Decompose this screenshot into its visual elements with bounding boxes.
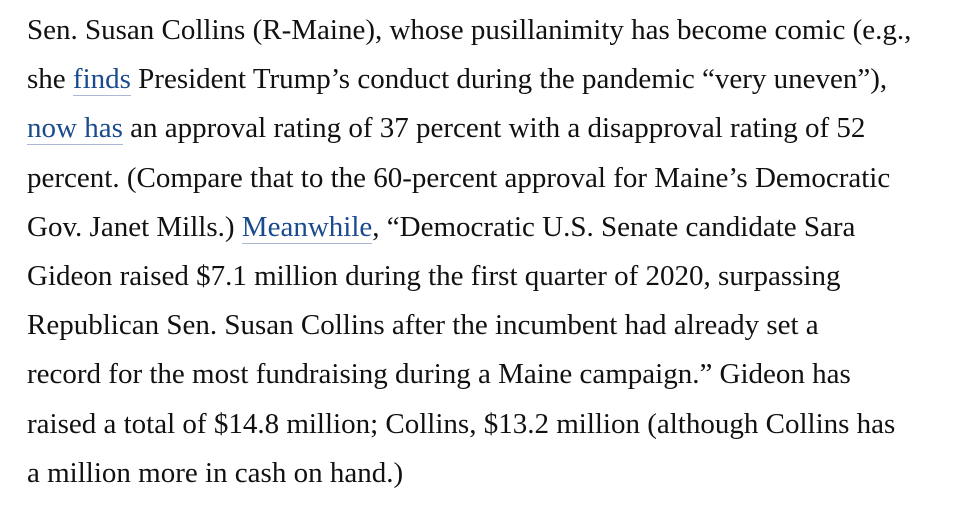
text-segment: record for the most fundraising during a… bbox=[27, 358, 851, 391]
text-line: raised a total of $14.8 million; Collins… bbox=[27, 400, 967, 449]
text-segment: Republican Sen. Susan Collins after the … bbox=[27, 309, 819, 342]
text-line: Gideon raised $7.1 million during the fi… bbox=[27, 252, 967, 301]
text-line: percent. (Compare that to the 60-percent… bbox=[27, 154, 967, 203]
text-segment: President Trump’s conduct during the pan… bbox=[130, 63, 888, 96]
article-paragraph: Sen. Susan Collins (R-Maine), whose pusi… bbox=[27, 0, 967, 498]
text-segment: percent. (Compare that to the 60-percent… bbox=[27, 161, 891, 194]
text-segment: a million more in cash on hand.) bbox=[27, 456, 404, 489]
text-segment: an approval rating of 37 percent with a … bbox=[122, 112, 866, 145]
link-now-has[interactable]: now has bbox=[27, 112, 123, 146]
text-segment: she bbox=[27, 63, 73, 96]
link-meanwhile[interactable]: Meanwhile bbox=[241, 210, 373, 244]
text-line: Gov. Janet Mills.) Meanwhile, “Democrati… bbox=[27, 203, 967, 252]
text-line: a million more in cash on hand.) bbox=[27, 449, 967, 498]
text-line: she finds President Trump’s conduct duri… bbox=[27, 55, 967, 104]
text-segment: Gideon raised $7.1 million during the fi… bbox=[27, 260, 841, 293]
text-line: Republican Sen. Susan Collins after the … bbox=[27, 301, 967, 350]
text-line: record for the most fundraising during a… bbox=[27, 350, 967, 399]
text-line: Sen. Susan Collins (R-Maine), whose pusi… bbox=[27, 6, 967, 55]
text-segment: Gov. Janet Mills.) bbox=[27, 210, 242, 243]
link-finds[interactable]: finds bbox=[72, 63, 131, 97]
text-segment: , “Democratic U.S. Senate candidate Sara bbox=[372, 210, 856, 243]
text-segment: raised a total of $14.8 million; Collins… bbox=[27, 407, 896, 440]
text-line: now has an approval rating of 37 percent… bbox=[27, 104, 967, 153]
text-segment: Sen. Susan Collins (R-Maine), whose pusi… bbox=[27, 14, 912, 46]
